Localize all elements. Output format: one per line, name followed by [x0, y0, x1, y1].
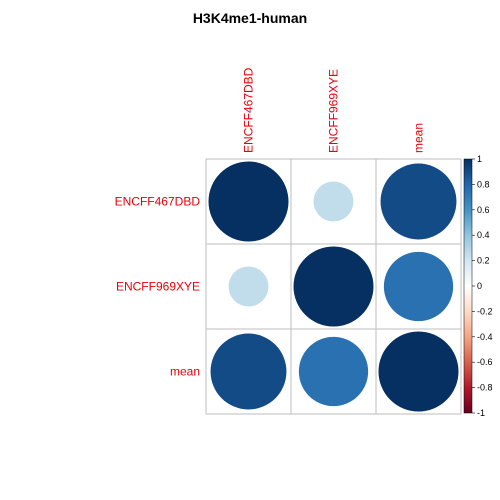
colorbar-tick-label: -0.8 [477, 383, 493, 393]
colorbar-tick-label: 0.2 [477, 256, 490, 266]
row-label: ENCFF969XYE [116, 280, 200, 294]
colorbar-tick-label: 1 [477, 154, 482, 164]
colorbar-tick-label: 0 [477, 281, 482, 291]
corr-circle-ENCFF467DBD-mean [380, 163, 457, 240]
colorbar: 1 0.8 0.6 0.4 0.2 0 -0.2 -0.4 -0.6 -0.8 -1 [463, 154, 493, 418]
corr-circle-ENCFF969XYE-ENCFF467DBD [228, 266, 269, 307]
colorbar-tick-label: 0.6 [477, 205, 490, 215]
colorbar-gradient [463, 158, 473, 414]
column-label: ENCFF969XYE [327, 69, 341, 153]
corr-circle-ENCFF969XYE-ENCFF969XYE [293, 246, 374, 327]
corr-circle-mean-ENCFF467DBD [210, 333, 287, 410]
column-label: mean [412, 123, 426, 153]
colorbar-tick-label: -0.6 [477, 357, 493, 367]
column-label: ENCFF467DBD [242, 67, 256, 153]
corr-circle-mean-ENCFF969XYE [298, 336, 369, 407]
corr-circle-ENCFF969XYE-mean [383, 251, 454, 322]
corr-circle-mean-mean [378, 331, 459, 412]
colorbar-tick-label: -0.4 [477, 332, 493, 342]
colorbar-tick-label: -0.2 [477, 306, 493, 316]
colorbar-tick-label: -1 [477, 408, 485, 418]
row-label: ENCFF467DBD [115, 195, 201, 209]
row-label: mean [170, 365, 200, 379]
chart-title: H3K4me1-human [193, 10, 307, 26]
colorbar-tick-label: 0.8 [477, 179, 490, 189]
colorbar-tick-label: 0.4 [477, 230, 490, 240]
corr-circle-ENCFF467DBD-ENCFF969XYE [313, 181, 354, 222]
corr-circle-ENCFF467DBD-ENCFF467DBD [208, 161, 289, 242]
